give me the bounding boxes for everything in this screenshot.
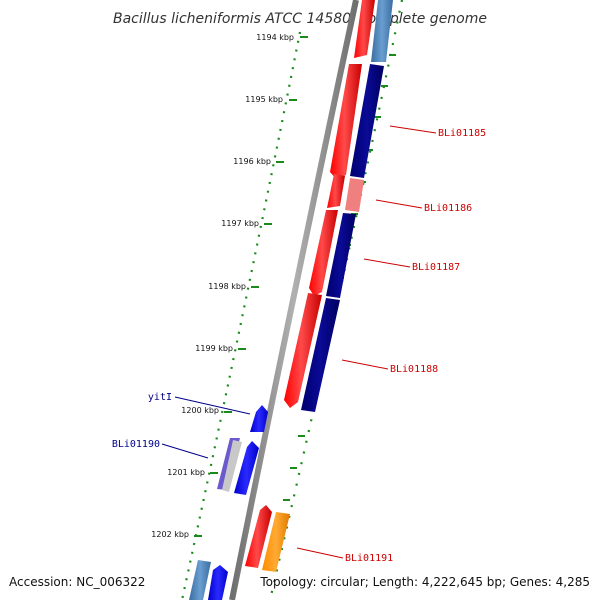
- gene-arrow-blue: [234, 441, 259, 495]
- ruler-ticks: 1194 kbp 1195 kbp 1196 kbp 1197 kbp 1198…: [151, 33, 308, 539]
- leader-line: [161, 443, 209, 459]
- gene-label-bli01185[interactable]: BLi01185: [438, 128, 486, 139]
- gene-arrow-pink: [345, 178, 364, 212]
- tick-label: 1199 kbp: [195, 344, 233, 353]
- gene-label-bli01191[interactable]: BLi01191: [345, 553, 393, 564]
- gene-label-bli01188[interactable]: BLi01188: [390, 364, 438, 375]
- gene-arrow-red: [354, 0, 375, 58]
- gene-label-bli01190[interactable]: BLi01190: [112, 439, 160, 450]
- tick-label: 1202 kbp: [151, 530, 189, 539]
- gene-arrow-steelblue: [371, 0, 393, 62]
- gene-arrow-red: [245, 505, 272, 568]
- gene-block-gray: [222, 440, 242, 492]
- tick-label: 1195 kbp: [245, 95, 283, 104]
- gene-arrow-navy: [326, 213, 356, 298]
- accession-text: Accession: NC_006322: [9, 575, 145, 589]
- leader-line: [363, 258, 411, 268]
- leader-line: [389, 125, 437, 134]
- gene-arrow-red: [330, 64, 362, 180]
- gene-label-bli01187[interactable]: BLi01187: [412, 262, 460, 273]
- gene-arrow-steelblue: [189, 560, 211, 600]
- leader-line: [296, 547, 344, 559]
- tick-label: 1196 kbp: [233, 157, 271, 166]
- gene-arrow-red: [309, 210, 338, 296]
- topology-text: Topology: circular; Length: 4,222,645 bp…: [259, 575, 590, 589]
- tick-label: 1197 kbp: [221, 219, 259, 228]
- gene-arrow-blue: [250, 405, 268, 432]
- tick-label: 1198 kbp: [208, 282, 246, 291]
- tick-label: 1200 kbp: [181, 406, 219, 415]
- leader-line: [375, 199, 423, 209]
- genome-backbone: [229, 0, 359, 600]
- gene-arrow-orange: [262, 512, 290, 572]
- gene-arrow-navy: [350, 64, 384, 178]
- tick-label: 1201 kbp: [167, 468, 205, 477]
- gene-arrow-blue: [208, 565, 228, 600]
- gene-label-bli01186[interactable]: BLi01186: [424, 203, 472, 214]
- gene-arrow-navy: [301, 298, 340, 412]
- gene-arrow-red: [327, 174, 345, 208]
- leader-line: [341, 359, 389, 370]
- gene-arrow-red: [284, 293, 322, 408]
- tick-label: 1194 kbp: [256, 33, 294, 42]
- gene-label-yiti[interactable]: yitI: [148, 392, 172, 403]
- leader-line: [174, 396, 251, 415]
- map-title: Bacillus licheniformis ATCC 14580, compl…: [113, 11, 487, 27]
